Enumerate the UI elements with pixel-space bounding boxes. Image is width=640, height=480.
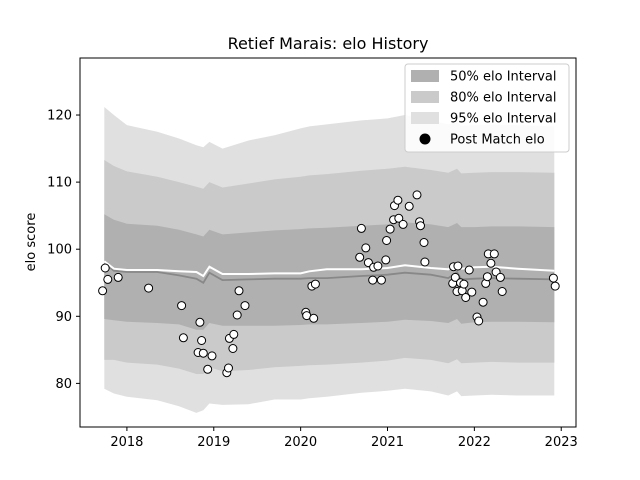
post-match-point: [373, 261, 383, 271]
interval-bands: [104, 107, 555, 413]
legend-box: [404, 63, 570, 153]
post-match-point: [459, 279, 469, 289]
x-tick-label: 2023: [545, 435, 578, 450]
y-axis-label: elo score: [24, 213, 39, 272]
post-match-point: [381, 255, 391, 265]
post-match-point: [467, 287, 477, 297]
post-match-point: [450, 272, 460, 282]
post-match-point: [224, 363, 233, 373]
post-match-point: [486, 258, 496, 268]
post-match-point: [482, 272, 492, 282]
post-match-point: [398, 219, 408, 229]
post-match-point: [394, 213, 404, 223]
post-match-point: [495, 272, 505, 282]
x-tick-label: 2020: [284, 435, 317, 450]
legend: 50% elo Interval 80% elo Interval 95% elo …: [404, 63, 570, 153]
legend-label: 80% elo Interval: [450, 91, 557, 106]
legend-swatch: [411, 91, 439, 103]
post-match-point: [461, 293, 471, 302]
post-match-point: [195, 317, 205, 327]
post-match-point: [103, 274, 113, 284]
post-match-point: [453, 261, 463, 271]
post-match-point: [368, 275, 378, 285]
post-match-point: [229, 329, 239, 339]
post-match-point: [177, 301, 187, 311]
post-match-point: [113, 272, 123, 282]
y-tick-label: 100: [47, 243, 72, 258]
y-tick-label: 90: [55, 310, 72, 325]
legend-label: 95% elo Interval: [450, 112, 557, 127]
post-match-point: [416, 221, 425, 231]
post-match-point: [309, 313, 319, 323]
post-match-point: [198, 348, 208, 358]
post-match-point: [489, 249, 499, 259]
legend-label: 50% elo Interval: [450, 70, 557, 85]
legend-label: Post Match elo: [450, 133, 545, 148]
post-match-point: [310, 279, 320, 289]
post-match-point: [478, 297, 488, 307]
post-match-point: [376, 275, 386, 285]
post-match-point: [207, 351, 217, 361]
post-match-point: [234, 286, 244, 296]
post-match-point: [385, 224, 395, 234]
plot-frame: [79, 57, 577, 428]
post-match-point: [550, 281, 560, 291]
post-match-point: [393, 195, 403, 205]
legend-swatch: [411, 70, 439, 82]
chart-title: Retief Marais: elo History: [228, 34, 429, 53]
band-50: [104, 214, 555, 330]
x-tick-label: 2022: [458, 435, 491, 450]
post-match-point: [464, 265, 474, 275]
x-axis: 2018 2019 2020 2021 2022 2023: [110, 427, 578, 450]
post-match-point: [228, 344, 238, 353]
post-match-point: [474, 316, 484, 326]
post-match-point: [178, 333, 188, 343]
post-match-point: [100, 263, 110, 273]
post-match-point: [197, 336, 207, 345]
post-match-point: [497, 287, 507, 296]
y-tick-label: 110: [47, 176, 72, 191]
legend-marker: [419, 133, 431, 145]
post-match-point: [420, 257, 430, 267]
post-match-point: [548, 273, 558, 283]
post-match-point: [203, 364, 213, 374]
post-match-point: [232, 310, 242, 320]
post-match-point: [412, 190, 422, 200]
y-tick-label: 80: [55, 377, 72, 392]
post-match-point: [240, 301, 250, 311]
x-tick-label: 2021: [371, 435, 404, 450]
post-match-point: [144, 283, 154, 293]
y-axis: 80 90 100 110 120: [47, 109, 80, 392]
x-tick-label: 2018: [110, 435, 143, 450]
x-tick-label: 2019: [197, 435, 230, 450]
post-match-point: [361, 243, 371, 253]
post-match-point: [355, 252, 365, 262]
legend-swatch: [411, 112, 439, 124]
post-match-points: [98, 190, 560, 378]
post-match-point: [404, 201, 414, 211]
post-match-point: [356, 223, 366, 233]
post-match-point: [382, 236, 392, 245]
post-match-point: [98, 286, 108, 296]
post-match-point: [419, 238, 429, 247]
y-tick-label: 120: [47, 109, 72, 124]
